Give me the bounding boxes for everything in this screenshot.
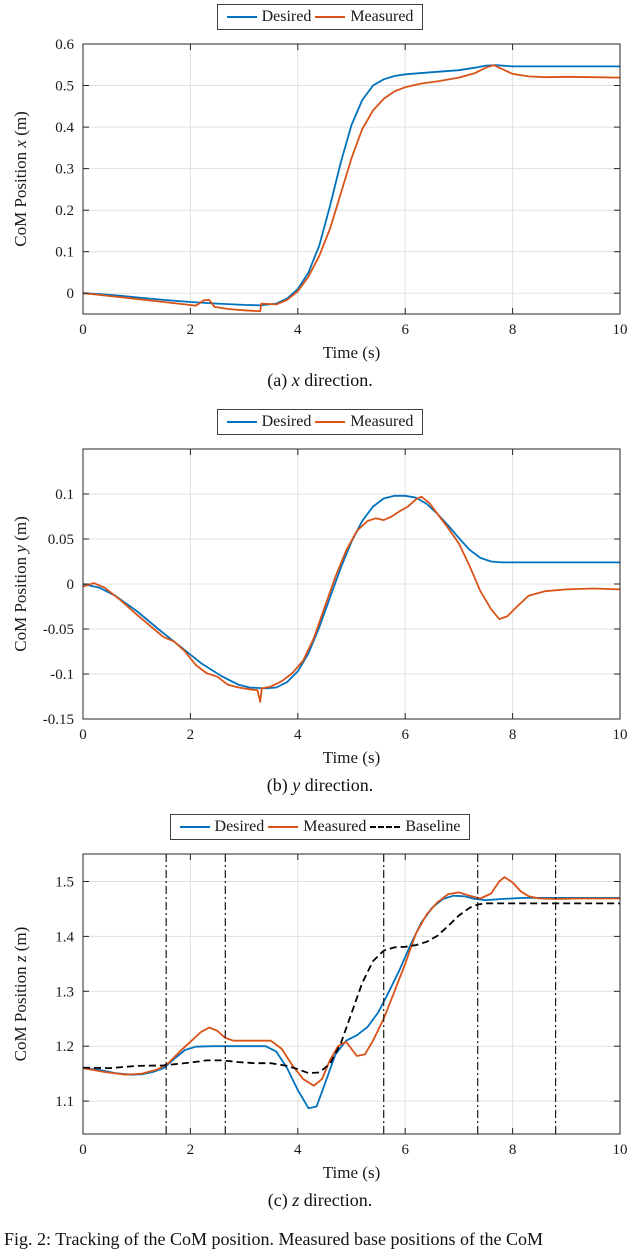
x-tick-label: 8 xyxy=(509,322,517,338)
y-tick-label: 0 xyxy=(67,577,75,593)
series-measured xyxy=(82,495,621,703)
legend-row: Desired Measured Baseline xyxy=(0,814,640,840)
legend-item-measured[interactable]: Measured xyxy=(315,413,413,431)
plot-background xyxy=(0,34,640,368)
legend-item-desired[interactable]: Desired xyxy=(226,413,312,431)
legend-label: Desired xyxy=(214,818,265,835)
plot-com-position-y: 0 2 4 6 8 10 -0.15 -0.1 -0.05 0 0.05 0.1 Time (s) CoM… xyxy=(0,439,640,773)
y-tick-label: 0.1 xyxy=(55,487,74,503)
y-tick-label: 1.3 xyxy=(55,984,74,1000)
axes-box xyxy=(82,43,621,315)
y-tick-label: -0.15 xyxy=(43,712,74,728)
y-tick-label: 1.1 xyxy=(55,1094,74,1110)
plot-background xyxy=(0,439,640,773)
legend-label: Desired xyxy=(261,413,312,430)
legend-line-sample-desired xyxy=(179,826,210,828)
series-desired xyxy=(82,494,620,690)
legend-item-measured[interactable]: Measured xyxy=(315,8,413,26)
x-tick-label: 0 xyxy=(79,322,87,338)
y-tick-label: -0.05 xyxy=(43,622,74,638)
y-tick-label: 1.2 xyxy=(55,1039,74,1055)
legend-label: Measured xyxy=(303,818,367,835)
x-tick-label: 2 xyxy=(187,322,195,338)
y-tick-label: 0.6 xyxy=(55,37,74,53)
y-tick-label: 1.4 xyxy=(55,929,74,945)
x-tick-label: 2 xyxy=(187,1142,195,1158)
y-tick-label: 0.5 xyxy=(55,79,74,95)
axes-box xyxy=(82,853,621,1135)
figure-x-direction: Desired Measured 0 2 4 6 8 10 0 0.1 0.2 0.3 0.4 0.5 0… xyxy=(0,4,640,391)
y-tick-label: 0.2 xyxy=(55,203,74,219)
figure-caption: Fig. 2: Tracking of the CoM position. Me… xyxy=(4,1229,543,1249)
x-tick-label: 6 xyxy=(401,727,409,743)
x-tick-label: 4 xyxy=(294,1142,302,1158)
figure-y-direction: Desired Measured 0 2 4 6 8 10 -0.15 -0.1 -0.05 0 0.… xyxy=(0,409,640,796)
x-tick-label: 10 xyxy=(613,1142,628,1158)
legend-item-measured[interactable]: Measured xyxy=(268,818,366,836)
legend-box-x: Desired Measured xyxy=(216,4,424,30)
legend-row: Desired Measured xyxy=(0,4,640,30)
legend-row: Desired Measured xyxy=(0,409,640,435)
legend-item-desired[interactable]: Desired xyxy=(179,818,265,836)
series-desired xyxy=(82,64,620,307)
y-tick-label: 0 xyxy=(67,286,75,302)
x-tick-label: 4 xyxy=(294,322,302,338)
x-tick-label: 0 xyxy=(79,727,87,743)
y-tick-label: 1.5 xyxy=(55,875,74,891)
y-tick-label: 0.1 xyxy=(55,245,74,261)
x-tick-label: 4 xyxy=(294,727,302,743)
legend-label: Desired xyxy=(261,8,312,25)
legend-line-sample-measured xyxy=(315,421,346,423)
series-baseline xyxy=(82,902,620,1075)
legend-line-sample-desired xyxy=(226,421,257,423)
legend-box-y: Desired Measured xyxy=(216,409,424,435)
x-tick-label: 10 xyxy=(613,322,628,338)
legend-line-sample-baseline xyxy=(370,826,401,828)
legend-box-z: Desired Measured Baseline xyxy=(169,814,471,840)
legend-label: Measured xyxy=(350,8,414,25)
legend-item-desired[interactable]: Desired xyxy=(226,8,312,26)
y-tick-label: 0.4 xyxy=(55,120,74,136)
series-measured xyxy=(82,64,621,313)
x-tick-label: 2 xyxy=(187,727,195,743)
x-tick-label: 8 xyxy=(509,727,517,743)
series-measured xyxy=(82,876,620,1087)
figure-z-direction: Desired Measured Baseline 0 2 4 6 8 10 1.1 1.2 1.3… xyxy=(0,814,640,1211)
legend-label: Baseline xyxy=(405,818,461,835)
y-axis-label: CoM Position x (m) xyxy=(11,111,30,247)
y-tick-label: 0.3 xyxy=(55,162,74,178)
legend-line-sample-measured xyxy=(315,16,346,18)
x-axis-label: Time (s) xyxy=(323,343,380,362)
x-tick-label: 6 xyxy=(401,322,409,338)
series-desired xyxy=(82,894,620,1110)
plot-com-position-z: 0 2 4 6 8 10 1.1 1.2 1.3 1.4 1.5 Time (s) CoM Positi… xyxy=(0,844,640,1188)
subcaption-b: (b) y direction. xyxy=(266,775,374,795)
legend-line-sample-desired xyxy=(226,16,257,18)
legend-label: Measured xyxy=(350,413,414,430)
subcaption-c: (c) z direction. xyxy=(267,1190,373,1210)
y-tick-label: -0.1 xyxy=(50,667,74,683)
y-axis-label: CoM Position y (m) xyxy=(11,516,30,652)
plot-com-position-x: 0 2 4 6 8 10 0 0.1 0.2 0.3 0.4 0.5 0.6 Time (s) CoM Po… xyxy=(0,34,640,368)
x-tick-label: 8 xyxy=(509,1142,517,1158)
y-tick-label: 0.05 xyxy=(48,532,74,548)
x-tick-label: 0 xyxy=(79,1142,87,1158)
legend-line-sample-measured xyxy=(268,826,299,828)
x-axis-label: Time (s) xyxy=(323,1163,380,1182)
x-tick-label: 6 xyxy=(401,1142,409,1158)
plot-background xyxy=(0,844,640,1188)
legend-item-baseline[interactable]: Baseline xyxy=(370,818,460,836)
x-tick-label: 10 xyxy=(613,727,628,743)
subcaption-a: (a) x direction. xyxy=(267,370,373,390)
x-axis-label: Time (s) xyxy=(323,748,380,767)
y-axis-label: CoM Position z (m) xyxy=(11,927,30,1062)
